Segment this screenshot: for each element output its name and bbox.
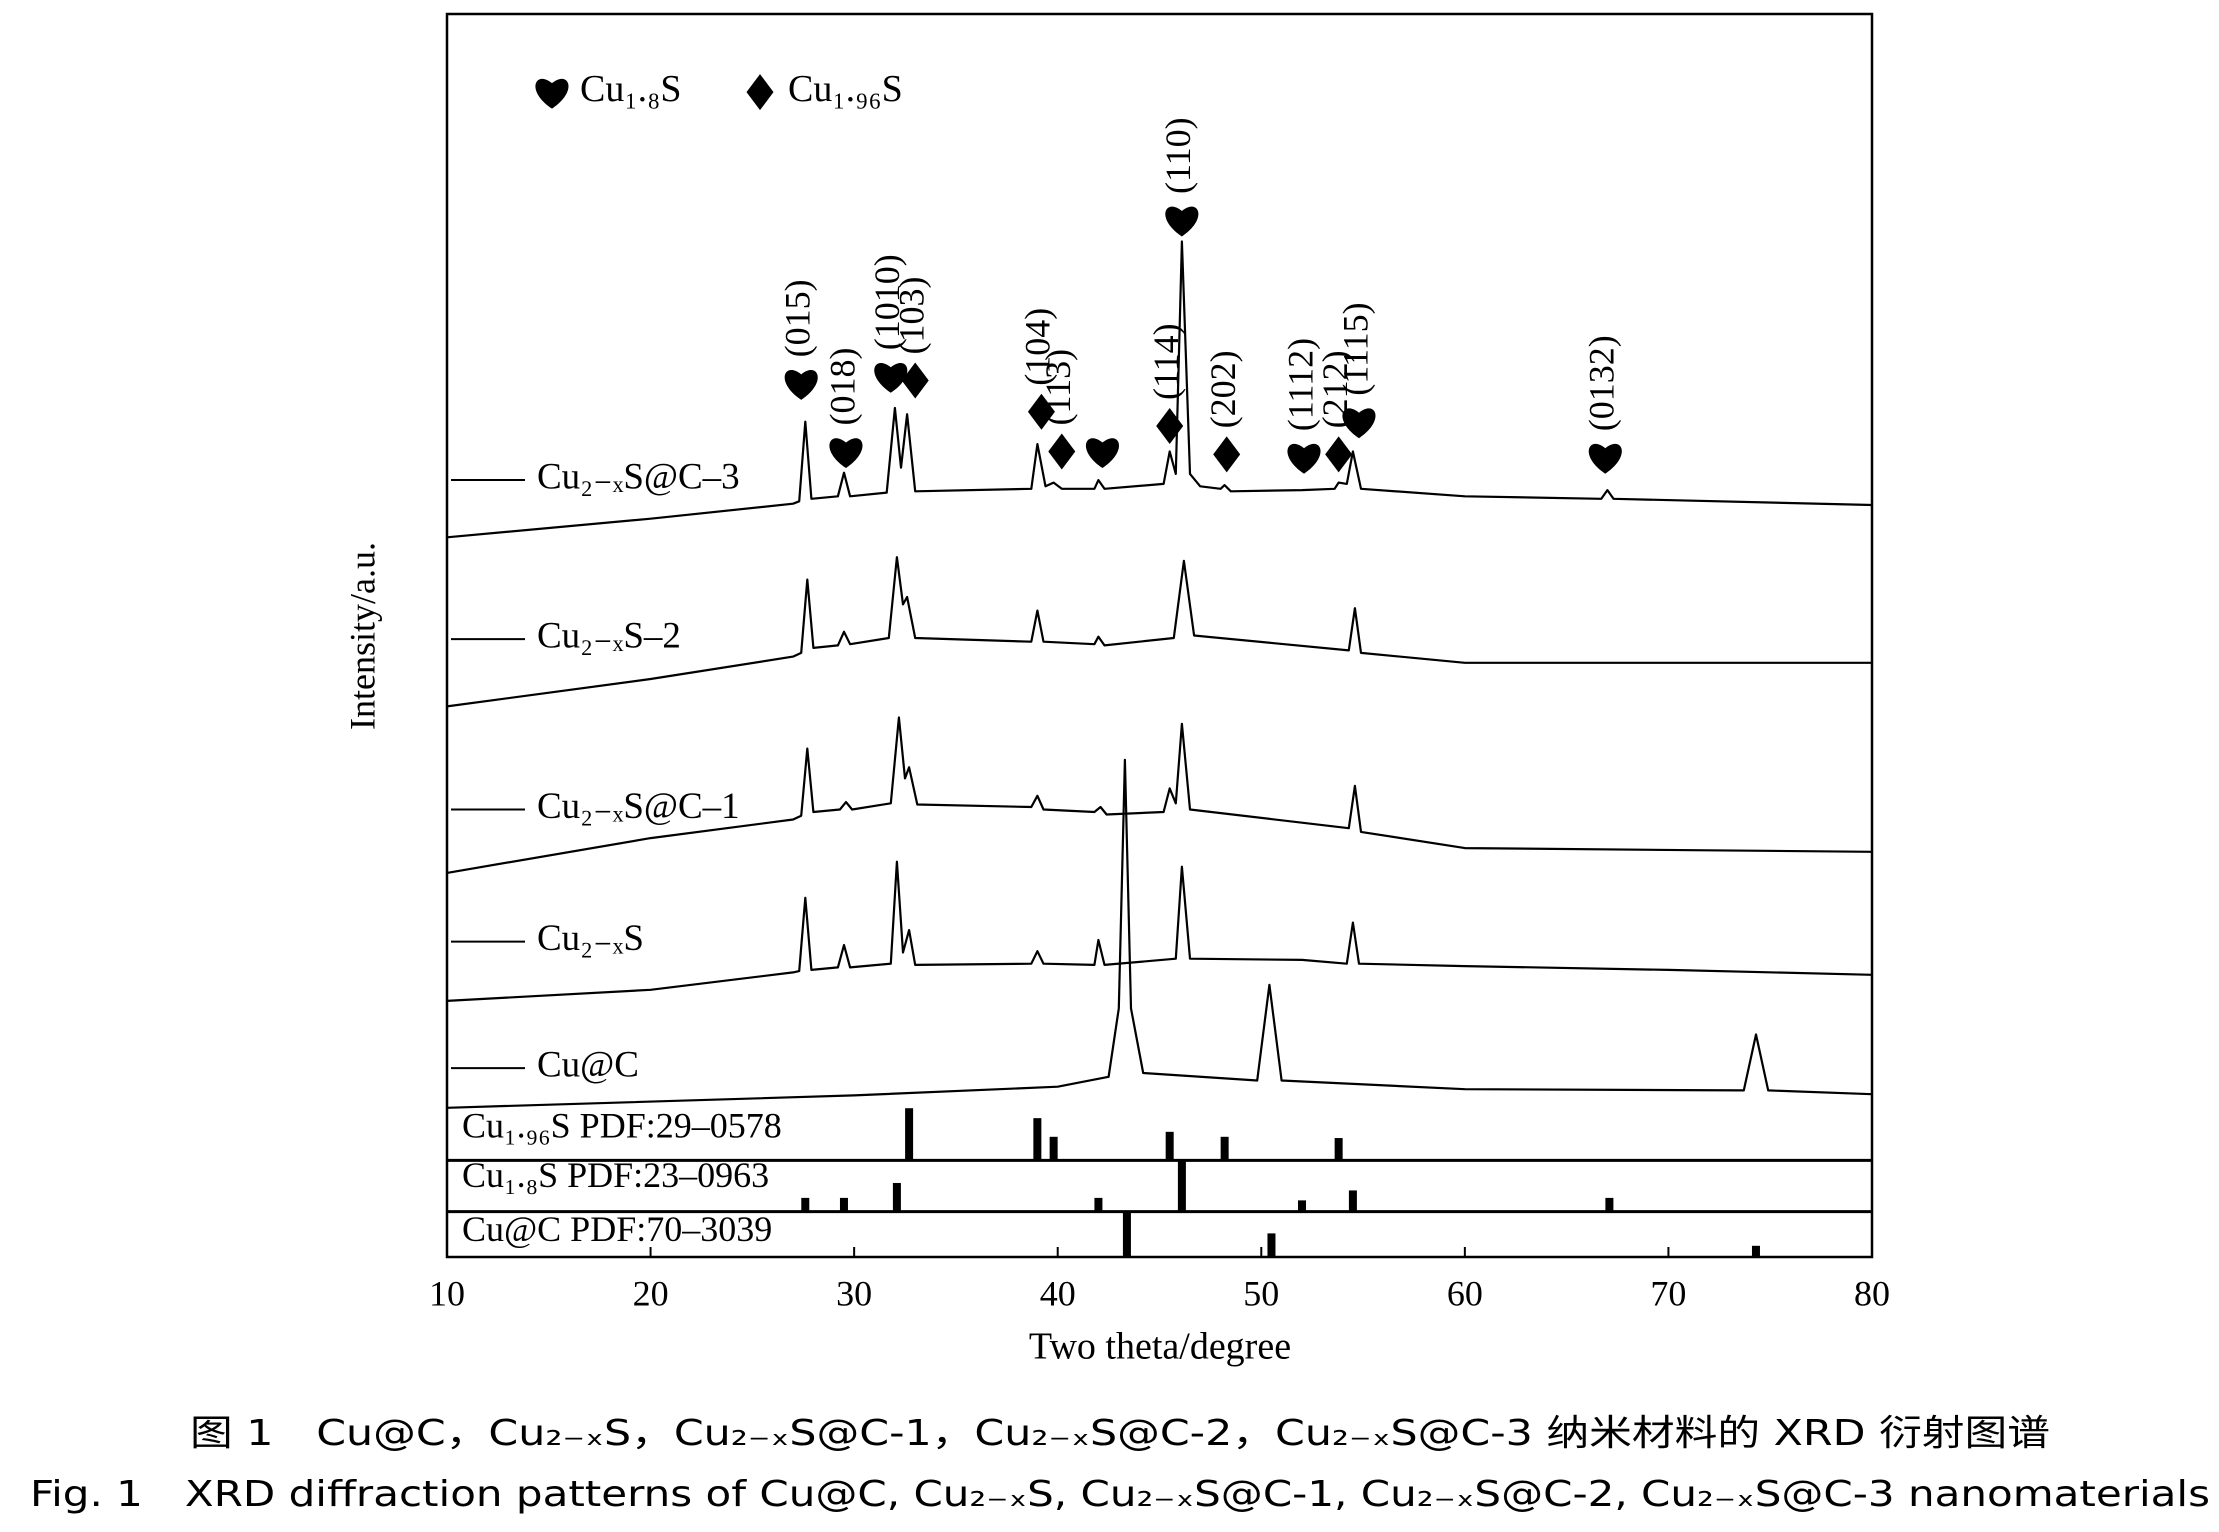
reference-stick <box>1751 1245 1760 1257</box>
peak-label: (113) <box>1038 349 1078 426</box>
reference-stick <box>1267 1233 1276 1257</box>
y-axis-title: Intensity/a.u. <box>342 542 382 730</box>
peak-label: (1010) <box>867 254 907 350</box>
legend-marker <box>535 78 569 109</box>
reference-stick <box>1033 1118 1042 1161</box>
reference-stick <box>1605 1197 1614 1212</box>
peak-marker <box>1325 436 1353 473</box>
reference-stick <box>1122 1211 1131 1257</box>
peak-marker <box>1287 443 1321 474</box>
reference-stick <box>1220 1136 1229 1161</box>
x-tick-label: 10 <box>429 1273 465 1313</box>
series-label: Cu@C <box>537 1045 639 1086</box>
peak-marker <box>901 362 929 399</box>
xrd-pattern <box>446 860 1873 1002</box>
peak-label: (1115) <box>1335 302 1375 395</box>
legend-label: Cu₁.₈S <box>580 68 681 110</box>
peak-label: (015) <box>777 279 817 357</box>
peak-marker <box>1588 443 1622 474</box>
x-tick-label: 20 <box>633 1273 669 1313</box>
reference-stick <box>1165 1131 1174 1161</box>
xrd-pattern <box>446 758 1873 1109</box>
x-tick-label: 70 <box>1650 1273 1686 1313</box>
peak-label: (018) <box>822 348 862 426</box>
reference-stick <box>905 1108 914 1161</box>
peak-label: (1112) <box>1280 338 1320 431</box>
reference-stick <box>1348 1190 1357 1212</box>
x-tick-label: 80 <box>1854 1273 1890 1313</box>
reference-label: Cu₁.₉₆S PDF:29–0578 <box>462 1105 782 1145</box>
reference-stick <box>1049 1136 1058 1161</box>
reference-stick <box>892 1182 901 1212</box>
peak-marker <box>874 362 908 393</box>
peak-label: (104) <box>1018 308 1058 386</box>
peak-marker <box>784 370 818 400</box>
peak-label: (114) <box>1146 323 1186 400</box>
x-axis-title: Two theta/degree <box>1029 1326 1291 1368</box>
series-label: Cu₂₋ₓS <box>537 918 644 959</box>
x-tick-label: 30 <box>836 1273 872 1313</box>
caption-en: Fig. 1 XRD diffraction patterns of Cu@C,… <box>30 1474 2210 1515</box>
plot-frame <box>445 12 1874 1259</box>
peak-marker <box>1342 408 1376 439</box>
reference-stick <box>1177 1160 1186 1212</box>
x-tick-label: 60 <box>1447 1273 1483 1313</box>
peak-marker <box>1085 438 1120 469</box>
xrd-pattern <box>446 556 1872 708</box>
peak-marker <box>1156 407 1184 444</box>
peak-marker <box>1027 393 1055 430</box>
reference-stick <box>1334 1138 1343 1161</box>
peak-marker <box>1213 436 1241 473</box>
peak-label: (103) <box>891 277 931 355</box>
reference-stick <box>1094 1197 1103 1212</box>
legend-label: Cu₁.₉₆S <box>788 68 903 110</box>
peak-label: (0132) <box>1582 335 1622 431</box>
xrd-pattern <box>446 240 1873 539</box>
peak-marker <box>829 438 863 469</box>
reference-stick <box>839 1197 848 1212</box>
reference-stick <box>1298 1200 1306 1212</box>
caption-zh: 图 1 Cu@C，Cu₂₋ₓS，Cu₂₋ₓS@C-1，Cu₂₋ₓS@C-2，Cu… <box>190 1413 2050 1454</box>
series-label: Cu₂₋ₓS–2 <box>537 616 681 657</box>
peak-marker <box>1165 206 1199 237</box>
peak-label: (110) <box>1158 117 1198 194</box>
series-label: Cu₂₋ₓS@C–3 <box>537 456 740 497</box>
legend-marker <box>746 74 774 111</box>
reference-label: Cu@C PDF:70–3039 <box>462 1209 772 1249</box>
peak-label: (202) <box>1203 350 1243 428</box>
reference-label: Cu₁.₈S PDF:23–0963 <box>462 1155 769 1195</box>
xrd-pattern <box>446 716 1873 874</box>
x-tick-label: 50 <box>1243 1273 1279 1313</box>
series-label: Cu₂₋ₓS@C–1 <box>537 786 740 827</box>
peak-marker <box>1048 433 1076 470</box>
reference-stick <box>801 1197 810 1212</box>
x-tick-label: 40 <box>1040 1273 1076 1313</box>
